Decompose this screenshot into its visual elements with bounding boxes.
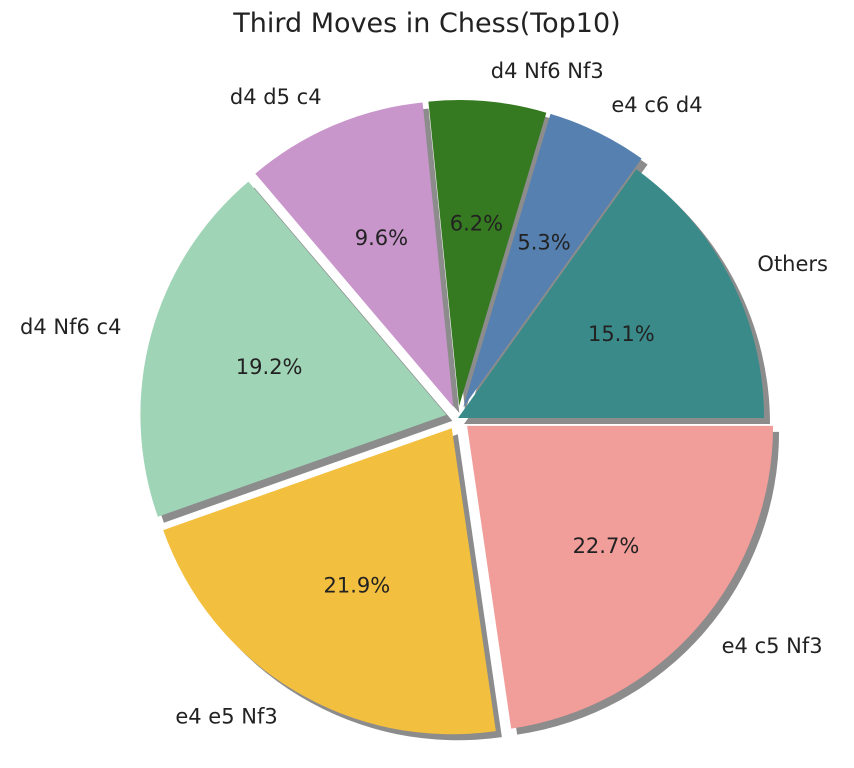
pct-label-e4-e5-nf3: 21.9% — [323, 573, 390, 597]
chart-title: Third Moves in Chess(Top10) — [233, 8, 621, 39]
pie-slice-e4-c6-d4 — [463, 113, 642, 408]
pie-slice-e4-e5-nf3 — [163, 428, 496, 735]
pct-label-d4-nf6-nf3: 6.2% — [450, 211, 503, 235]
pie-slice-d4-nf6-c4 — [140, 181, 447, 517]
pct-label-d4-nf6-c4: 19.2% — [236, 355, 303, 379]
pie-slice-d4-nf6-nf3 — [428, 100, 547, 407]
pct-label-d4-d5-c4: 9.6% — [355, 226, 408, 250]
pie-slice-e4-c5-nf3 — [467, 425, 774, 729]
slice-label-e4-e5-nf3: e4 e5 Nf3 — [175, 704, 277, 728]
slice-label-e4-c6-d4: e4 c6 d4 — [611, 93, 702, 117]
pct-label-e4-c6-d4: 5.3% — [517, 230, 570, 254]
pie-slice-others — [458, 169, 764, 418]
slice-label-others: Others — [757, 252, 828, 276]
slice-label-d4-nf6-c4: d4 Nf6 c4 — [20, 315, 121, 339]
pct-label-others: 15.1% — [588, 322, 655, 346]
pct-label-e4-c5-nf3: 22.7% — [573, 534, 640, 558]
pie-slice-d4-d5-c4 — [255, 102, 454, 407]
slice-label-d4-nf6-nf3: d4 Nf6 Nf3 — [491, 59, 604, 83]
slice-label-e4-c5-nf3: e4 c5 Nf3 — [722, 634, 823, 658]
slice-label-d4-d5-c4: d4 d5 c4 — [230, 85, 322, 109]
